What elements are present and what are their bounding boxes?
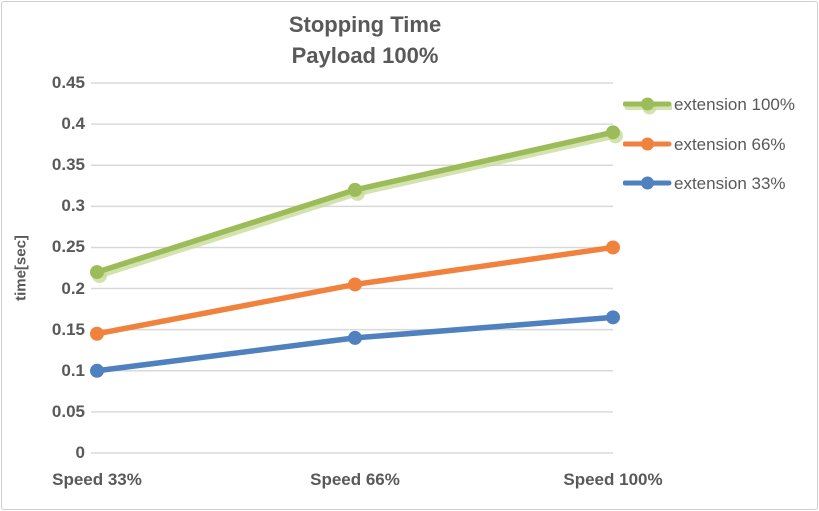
- data-point: [90, 265, 104, 280]
- legend-point: [641, 176, 654, 190]
- legend-item: extension 33%: [623, 172, 786, 196]
- legend-label: extension 100%: [674, 95, 795, 114]
- y-tick-label: 0.05: [51, 401, 85, 421]
- y-tick-label: 0.35: [51, 155, 85, 175]
- legend-label: extension 33%: [674, 174, 786, 193]
- y-tick-label: 0.4: [61, 114, 85, 134]
- chart-title-line-1: Stopping Time: [288, 12, 442, 37]
- y-tick-label: 0: [75, 443, 85, 462]
- chart-title: Stopping Time Payload 100%: [2, 9, 728, 71]
- legend-marker: [623, 176, 672, 190]
- data-point: [90, 326, 104, 341]
- legend-point: [641, 137, 654, 150]
- legend-marker: [623, 97, 672, 115]
- legend-item: extension 66%: [623, 133, 786, 157]
- y-tick-label: 0.1: [61, 360, 85, 380]
- data-point: [606, 240, 620, 255]
- y-tick-label: 0.45: [51, 73, 85, 92]
- y-tick-label: 0.2: [61, 278, 85, 298]
- legend-item: extension 100%: [623, 93, 795, 117]
- y-tick-label: 0.25: [51, 237, 85, 257]
- x-tick-label: Speed 33%: [52, 470, 142, 489]
- x-tick-label: Speed 100%: [563, 470, 663, 489]
- data-point: [606, 125, 620, 140]
- legend-point: [641, 97, 654, 111]
- data-point: [348, 330, 362, 345]
- y-tick-label: 0.15: [51, 319, 85, 339]
- data-point: [90, 363, 104, 378]
- legend-label: extension 66%: [674, 134, 786, 154]
- data-point: [348, 277, 362, 292]
- legend-marker: [623, 137, 672, 150]
- chart-title-line-2: Payload 100%: [291, 43, 439, 68]
- y-tick-label: 0.3: [61, 196, 85, 216]
- x-tick-label: Speed 66%: [310, 470, 400, 489]
- data-point: [606, 310, 620, 325]
- data-point: [348, 182, 362, 197]
